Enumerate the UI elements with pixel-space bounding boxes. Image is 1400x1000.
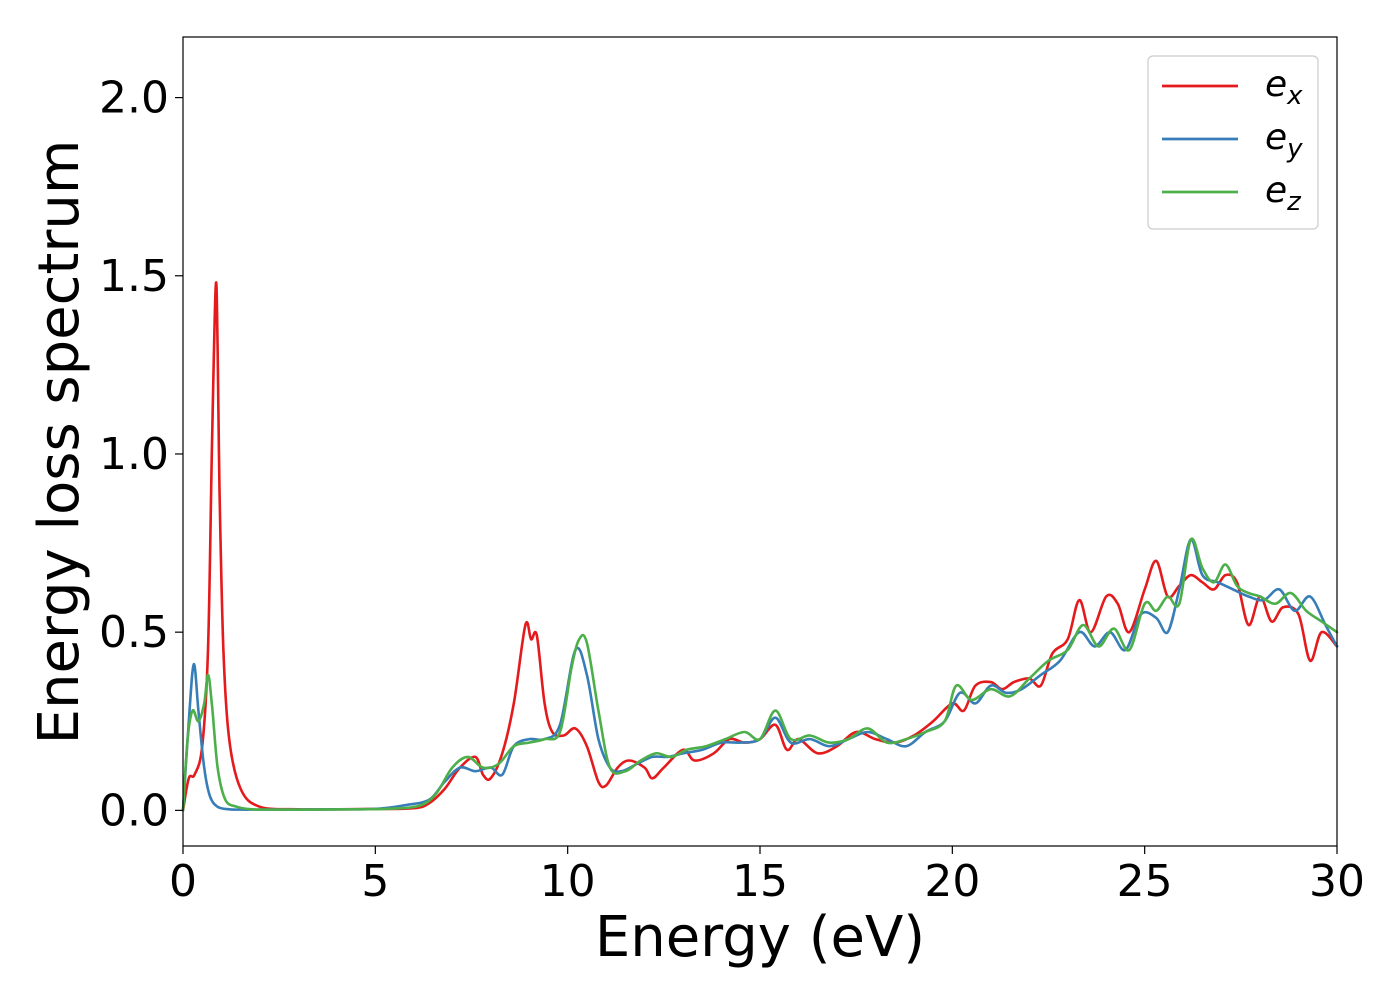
series-line-y <box>181 538 1339 812</box>
series-line-z <box>181 537 1339 812</box>
y-tick-label: 0.5 <box>99 607 169 658</box>
x-tick-label: 20 <box>924 856 980 907</box>
y-tick-label: 1.5 <box>99 251 169 302</box>
x-axis: 0 5 10 15 20 25 30 <box>169 846 1365 907</box>
series-layer <box>181 281 1339 812</box>
x-tick-label: 15 <box>732 856 788 907</box>
series-line-x <box>181 281 1339 812</box>
x-tick-label: 5 <box>361 856 389 907</box>
x-tick-label: 25 <box>1117 856 1173 907</box>
y-tick-label: 1.0 <box>99 429 169 480</box>
y-tick-label: 2.0 <box>99 73 169 124</box>
y-tick-label: 0.0 <box>99 785 169 836</box>
x-tick-label: 0 <box>169 856 197 907</box>
x-tick-label: 10 <box>540 856 596 907</box>
x-axis-title: Energy (eV) <box>595 905 925 970</box>
y-axis-title: Energy loss spectrum <box>27 140 92 745</box>
x-tick-label: 30 <box>1309 856 1365 907</box>
y-axis: 0.0 0.5 1.0 1.5 2.0 <box>99 73 183 836</box>
legend-box <box>1147 55 1319 230</box>
